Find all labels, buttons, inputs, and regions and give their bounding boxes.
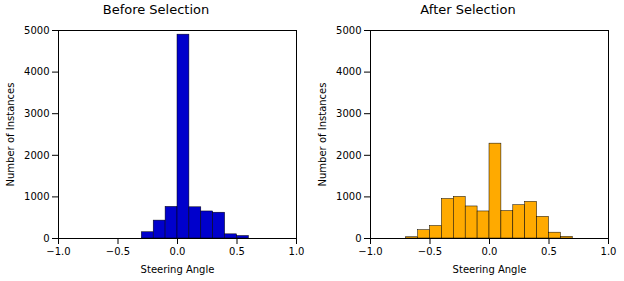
svg-text:0.0: 0.0 xyxy=(482,246,498,257)
html-text:After Selection: After Selection xyxy=(420,2,516,17)
svg-text:Steering Angle: Steering Angle xyxy=(453,264,527,275)
svg-text:2000: 2000 xyxy=(24,150,49,161)
svg-text:0: 0 xyxy=(43,233,49,244)
svg-text:−0.5: −0.5 xyxy=(106,246,130,257)
svg-text:5000: 5000 xyxy=(336,25,361,36)
svg-text:4000: 4000 xyxy=(24,66,49,77)
svg-text:0.5: 0.5 xyxy=(541,246,557,257)
svg-text:0.0: 0.0 xyxy=(170,246,186,257)
svg-text:1000: 1000 xyxy=(336,191,361,202)
svg-text:Number of Instances: Number of Instances xyxy=(317,83,328,187)
svg-text:5000: 5000 xyxy=(24,25,49,36)
svg-text:0.5: 0.5 xyxy=(229,246,245,257)
svg-text:3000: 3000 xyxy=(24,108,49,119)
svg-text:−0.5: −0.5 xyxy=(418,246,442,257)
svg-text:0: 0 xyxy=(355,233,361,244)
svg-text:1000: 1000 xyxy=(24,191,49,202)
svg-text:2000: 2000 xyxy=(336,150,361,161)
svg-text:1.0: 1.0 xyxy=(289,246,305,257)
html-text:Before Selection: Before Selection xyxy=(102,2,210,17)
svg-text:3000: 3000 xyxy=(336,108,361,119)
svg-text:−1.0: −1.0 xyxy=(358,246,382,257)
svg-text:−1.0: −1.0 xyxy=(46,246,70,257)
svg-text:Steering Angle: Steering Angle xyxy=(141,264,215,275)
svg-text:Number of Instances: Number of Instances xyxy=(5,83,16,187)
svg-text:4000: 4000 xyxy=(336,66,361,77)
svg-text:1.0: 1.0 xyxy=(601,246,617,257)
